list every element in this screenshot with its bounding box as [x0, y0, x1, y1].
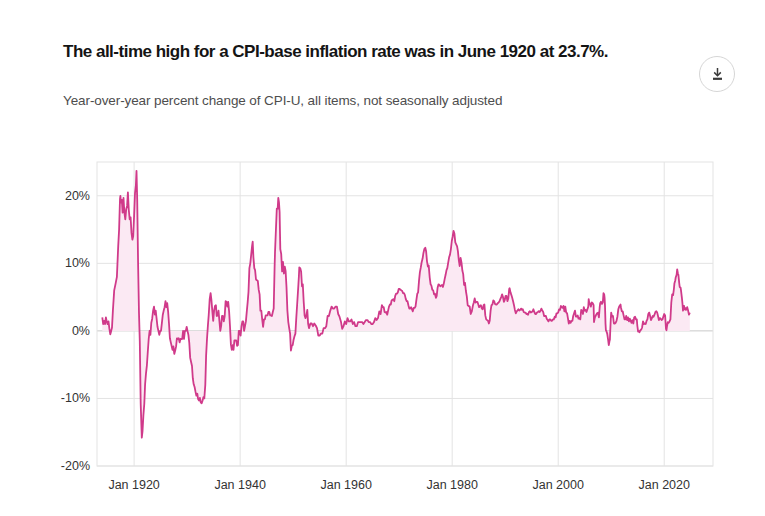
chart-card: The all-time high for a CPI-base inflati…	[0, 0, 765, 516]
inflation-chart[interactable]	[0, 0, 765, 516]
